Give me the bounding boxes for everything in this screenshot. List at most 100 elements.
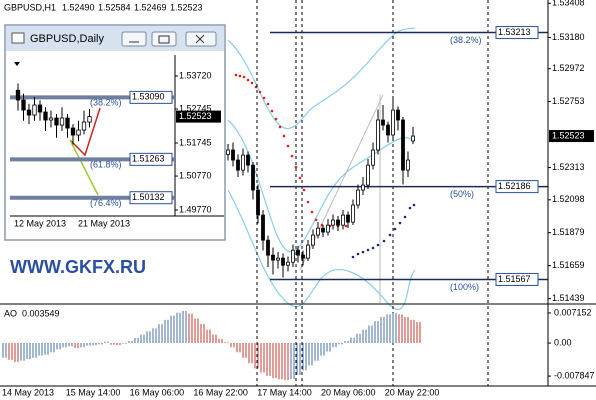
candle-body xyxy=(251,164,255,191)
watermark: WWW.GKFX.RU xyxy=(10,257,146,277)
candle-body xyxy=(276,257,280,261)
y-tick-label: 1.53408 xyxy=(552,0,585,8)
candle-body xyxy=(48,117,54,121)
candle-body xyxy=(70,127,76,136)
symbol-title: GBPUSD,H1 xyxy=(4,2,56,12)
candle-body xyxy=(311,234,315,246)
inset-title: GBPUSD,Daily xyxy=(30,33,104,45)
candle-body xyxy=(331,219,335,226)
y-tick-label: 1.51879 xyxy=(552,227,585,237)
y-tick-label: 1.51745 xyxy=(179,137,212,147)
y-tick-label: 1.53720 xyxy=(179,70,212,80)
candle-body xyxy=(26,109,32,116)
fib-price-box xyxy=(129,152,173,166)
candle-body xyxy=(346,214,350,223)
fib-price-label: 1.53213 xyxy=(498,27,531,37)
candle-body xyxy=(271,254,275,261)
candle-body xyxy=(21,99,26,111)
y-tick-label: 0.007152 xyxy=(554,307,592,317)
candle-body xyxy=(59,117,65,126)
y-tick-label: 1.51659 xyxy=(552,260,585,270)
time-label: 12 May 2013 xyxy=(14,218,66,228)
candle-body xyxy=(246,154,250,166)
candle-body xyxy=(306,244,310,259)
time-label: 16 May 06:00 xyxy=(130,387,185,397)
candle-body xyxy=(381,119,385,126)
fib-price-label: 1.51263 xyxy=(132,154,165,164)
y-tick-label: 1.52313 xyxy=(552,162,585,172)
candle-body xyxy=(396,109,400,121)
y-tick-label: 1.49770 xyxy=(179,204,212,214)
candle-body xyxy=(411,135,415,142)
last-price-label: 1.52523 xyxy=(179,111,212,121)
fib-level-label: (76.4%) xyxy=(90,198,122,208)
fib-price-label: 1.53090 xyxy=(132,92,165,102)
close-button[interactable] xyxy=(185,31,217,47)
fib-level-label: (38.2%) xyxy=(90,98,122,108)
last-price-box xyxy=(176,110,221,123)
candle-body xyxy=(321,227,325,233)
fib-price-box xyxy=(129,90,173,104)
fib-level-label: (100%) xyxy=(450,282,479,292)
maximize-button[interactable] xyxy=(151,31,177,47)
candle-body xyxy=(386,124,390,136)
candle-body xyxy=(281,257,285,266)
candle-body xyxy=(296,249,300,256)
candle-body xyxy=(406,159,410,171)
header-value: 1.52523 xyxy=(170,2,203,12)
candle-body xyxy=(301,254,305,259)
y-tick-label: 0.00 xyxy=(554,337,572,347)
inset-window: GBPUSD,Daily xyxy=(4,24,226,241)
header-value: 1.52469 xyxy=(134,2,167,12)
candle-body xyxy=(336,219,340,226)
header-value: 1.52584 xyxy=(98,2,131,12)
candle-body xyxy=(341,214,345,226)
ohlc-header: 1.52490 1.52584 1.52469 1.52523 xyxy=(62,2,203,12)
candle-body xyxy=(32,104,37,116)
fib-price-box xyxy=(495,272,539,286)
candle-body xyxy=(226,149,230,155)
candle-body xyxy=(261,214,265,241)
candle-body xyxy=(351,204,355,223)
ao-panel: 0.007152 0.00 -0.007847 AO 0.003549 xyxy=(2,307,595,380)
candle-body xyxy=(326,224,330,233)
y-tick-label: 1.52972 xyxy=(552,63,585,73)
sar-dots xyxy=(351,203,416,259)
fib-price-box xyxy=(129,191,173,205)
candle-body xyxy=(65,117,70,129)
candle-body xyxy=(376,119,380,151)
candle-body xyxy=(266,239,270,256)
fib-price-label: 1.50132 xyxy=(132,192,165,202)
candle-body xyxy=(316,227,320,236)
candle-body xyxy=(256,189,260,216)
candle-body xyxy=(43,111,48,121)
ao-current: 0.003549 xyxy=(22,308,60,318)
y-tick-label: 1.52753 xyxy=(552,96,585,106)
candle-body xyxy=(37,104,43,113)
candle-body xyxy=(241,154,245,171)
fib-level-label: (38.2%) xyxy=(450,35,482,45)
candle-body xyxy=(286,261,290,266)
y-tick-label: 1.53180 xyxy=(552,32,585,42)
time-label: 21 May 2013 xyxy=(78,218,130,228)
time-label: 14 May 2013 xyxy=(2,387,54,397)
fib-price-label: 1.51567 xyxy=(498,274,531,284)
candle-body xyxy=(87,116,92,123)
candle-body xyxy=(291,249,295,263)
candle-body xyxy=(54,117,59,126)
candle-body xyxy=(15,89,21,101)
candle-body xyxy=(391,109,395,136)
fib-level-label: (61.8%) xyxy=(90,160,122,170)
fib-price-box xyxy=(495,26,539,40)
fib-price-box xyxy=(495,180,539,194)
candle-body xyxy=(361,184,365,191)
y-tick-label: -0.007847 xyxy=(554,370,595,380)
minimize-button[interactable] xyxy=(121,31,147,47)
time-label: 20 May 22:00 xyxy=(385,387,440,397)
time-label: 20 May 06:00 xyxy=(321,387,376,397)
candle-body xyxy=(366,164,370,186)
ao-name: AO xyxy=(4,308,17,318)
time-label: 15 May 14:00 xyxy=(66,387,121,397)
